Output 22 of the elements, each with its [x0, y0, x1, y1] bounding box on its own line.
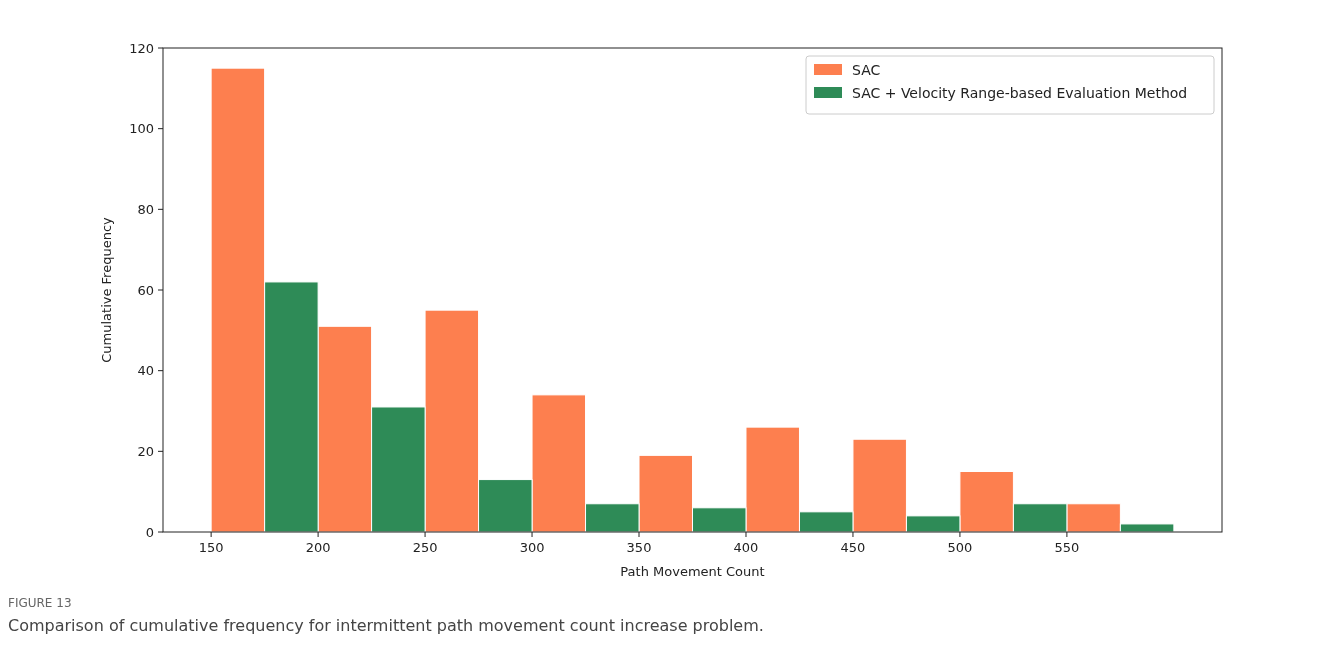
y-axis-title: Cumulative Frequency: [99, 216, 114, 363]
x-tick-label: 500: [947, 540, 973, 555]
legend-label: SAC + Velocity Range-based Evaluation Method: [852, 84, 1188, 101]
x-tick-label: 350: [626, 540, 652, 555]
x-tick-label: 300: [519, 540, 545, 555]
y-tick-label: 20: [137, 443, 154, 459]
caption: FIGURE 13: [8, 596, 72, 610]
x-tick-label: 550: [1054, 540, 1080, 555]
y-tick-label: 80: [137, 201, 154, 217]
x-tick-label: 400: [733, 540, 759, 555]
y-tick-label: 120: [129, 40, 154, 56]
y-tick-label: 0: [145, 524, 154, 540]
y-tick-label: 100: [129, 121, 154, 137]
text: Comparison of cumulative frequency for intermittent path movement count increase problem.: [8, 616, 764, 635]
x-axis-title: Path Movement Count: [620, 564, 765, 579]
x-tick-label: 150: [198, 540, 224, 555]
y-tick-label: 40: [137, 363, 154, 379]
legend-label: SAC: [852, 61, 881, 78]
y-tick-label: 60: [137, 282, 154, 298]
x-tick-label: 200: [305, 540, 331, 555]
x-tick-label: 250: [412, 540, 438, 555]
x-tick-label: 450: [840, 540, 866, 555]
